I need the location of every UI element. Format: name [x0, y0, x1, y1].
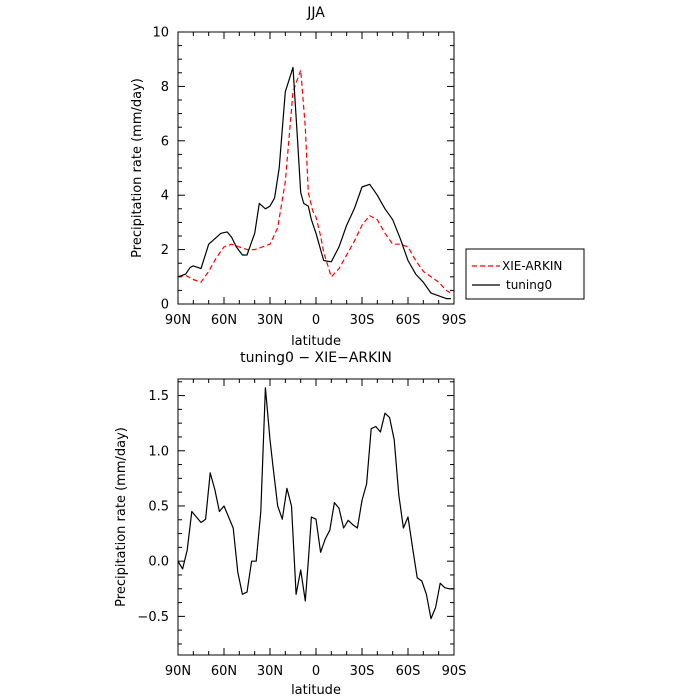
series-line-xie-arkin [177, 69, 452, 294]
y-tick-label: 0 [161, 298, 169, 313]
y-tick-label: 0.5 [148, 499, 169, 514]
y-tick-label: 8 [161, 80, 169, 95]
x-tick-label: 90N [165, 664, 191, 679]
y-axis-label-bottom: Precipitation rate (mm/day) [114, 427, 129, 607]
series-group-top [177, 66, 452, 300]
y-tick-labels-top: 0 2 4 6 8 10 [152, 26, 169, 313]
tick-marks-top [177, 31, 455, 305]
tick-marks-bottom [177, 379, 455, 655]
x-tick-label: 90S [442, 313, 467, 328]
series-line-tuning0 [177, 66, 451, 300]
x-tick-label: 30N [257, 313, 283, 328]
plot-frame-bottom [177, 378, 455, 656]
x-tick-label: 90S [442, 664, 467, 679]
legend-label-xie-arkin: XIE-ARKIN [502, 259, 562, 273]
precipitation-panel: JJA 0 2 4 6 8 10 90N 60N 30N 0 30S 60S 90S latitude… [130, 5, 585, 349]
x-tick-label: 60S [396, 313, 421, 328]
x-axis-label-top: latitude [291, 334, 341, 349]
x-tick-labels-top: 90N 60N 30N 0 30S 60S 90S [165, 313, 467, 328]
x-tick-label: 60S [396, 664, 421, 679]
x-tick-label: 30S [350, 313, 375, 328]
y-tick-label: 1.5 [148, 389, 169, 404]
y-tick-labels-bottom: −0.5 0.0 0.5 1.0 1.5 [137, 389, 169, 625]
x-tick-label: 0 [312, 664, 320, 679]
y-tick-label: 2 [161, 243, 169, 258]
x-tick-label: 60N [211, 664, 237, 679]
y-tick-label: 10 [152, 26, 169, 41]
x-tick-label: 30N [257, 664, 283, 679]
x-tick-label: 30S [350, 664, 375, 679]
series-line-difference [177, 387, 454, 620]
y-tick-label: 4 [161, 189, 169, 204]
legend-label-tuning0: tuning0 [506, 278, 552, 292]
y-axis-label-top: Precipitation rate (mm/day) [130, 78, 145, 258]
plot-frame-top [177, 31, 455, 305]
y-tick-label: −0.5 [137, 610, 169, 625]
x-axis-label-bottom: latitude [291, 683, 341, 698]
panel-title-bottom: tuning0 − XIE−ARKIN [240, 350, 392, 366]
x-tick-label: 90N [165, 313, 191, 328]
panel-title-top: JJA [306, 5, 325, 21]
x-tick-label: 0 [312, 313, 320, 328]
y-tick-label: 6 [161, 134, 169, 149]
difference-panel: tuning0 − XIE−ARKIN −0.5 0.0 0.5 1.0 1.5 90N… [114, 350, 466, 698]
series-group-bottom [177, 387, 454, 620]
y-tick-label: 1.0 [148, 444, 169, 459]
x-tick-labels-bottom: 90N 60N 30N 0 30S 60S 90S [165, 664, 467, 679]
legend: XIE-ARKIN tuning0 [465, 248, 585, 300]
y-tick-label: 0.0 [148, 555, 169, 570]
legend-box [465, 248, 585, 300]
x-tick-label: 60N [211, 313, 237, 328]
